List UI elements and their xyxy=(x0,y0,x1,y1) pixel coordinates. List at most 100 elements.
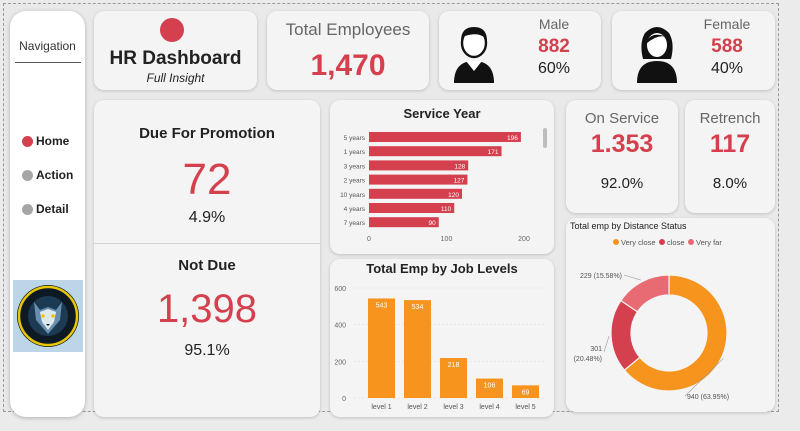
service-year-chart: Service Year 5 years 196 1 years 171 3 years 1… xyxy=(340,106,547,243)
retrench-card: Retrench 117 8.0% xyxy=(685,100,775,213)
legend-swatch xyxy=(659,239,665,245)
service-year-title: Service Year xyxy=(403,106,480,121)
service-year-tick-label: 3 years xyxy=(344,163,366,170)
job-levels-bar xyxy=(440,358,467,398)
service-year-axis-tick: 0 xyxy=(367,236,371,243)
service-year-tick-label: 5 years xyxy=(344,135,366,142)
job-levels-chart: Total Emp by Job Levels 0 200 400 600 543 leve… xyxy=(334,261,544,411)
legend-entry: close xyxy=(667,238,685,247)
job-levels-axis-tick: 600 xyxy=(334,286,346,293)
retrench-value: 117 xyxy=(709,130,751,158)
legend-entry: Very far xyxy=(696,238,722,247)
donut-slice xyxy=(620,274,670,313)
due-for-promotion-percent: 4.9% xyxy=(188,209,226,226)
job-levels-bar xyxy=(404,300,431,398)
job-levels-bar xyxy=(476,378,503,398)
legend-swatch xyxy=(613,239,619,245)
nav-item-action[interactable]: Action xyxy=(22,167,73,183)
not-due-label: Not Due xyxy=(178,257,236,274)
status-dot-icon xyxy=(160,18,184,42)
donut-data-label: (20.48%) xyxy=(574,356,602,363)
on-service-label: On Service xyxy=(584,110,660,127)
male-count: 882 xyxy=(538,36,570,57)
on-service-card: On Service 1.353 92.0% xyxy=(566,100,678,213)
service-year-scrollbar[interactable] xyxy=(543,128,547,148)
nav-item-detail[interactable]: Detail xyxy=(22,201,69,217)
service-year-card: Service Year 5 years 196 1 years 171 3 years 1… xyxy=(330,100,554,254)
donut-leader-line xyxy=(623,274,641,281)
job-levels-tick-label: level 4 xyxy=(479,404,499,411)
female-count: 588 xyxy=(711,36,743,57)
home-dot-icon xyxy=(22,135,33,147)
total-employees-card: Total Employees 1,470 xyxy=(267,11,429,90)
job-levels-bar xyxy=(368,298,395,398)
service-year-data-label: 128 xyxy=(454,163,465,170)
female-card: Female 588 40% xyxy=(612,11,775,90)
service-year-data-label: 120 xyxy=(448,192,459,199)
job-levels-tick-label: level 1 xyxy=(371,404,391,411)
service-year-bar xyxy=(369,174,468,185)
service-year-tick-label: 4 years xyxy=(344,206,366,213)
service-year-data-label: 90 xyxy=(429,220,437,227)
page-title: HR Dashboard xyxy=(109,48,242,69)
navigation-title: Navigation xyxy=(19,39,76,53)
service-year-tick-label: 10 years xyxy=(340,192,366,199)
service-year-tick-label: 7 years xyxy=(344,220,366,227)
distance-status-card: Total emp by Distance Status Very close cl… xyxy=(566,218,775,412)
not-due-percent: 95.1% xyxy=(184,342,230,359)
service-year-data-label: 196 xyxy=(507,135,518,142)
retrench-percent: 8.0% xyxy=(712,175,748,192)
distance-status-chart: Total emp by Distance Status Very close cl… xyxy=(570,221,729,401)
donut-leader-line xyxy=(684,358,724,397)
service-year-bar xyxy=(369,160,469,171)
job-levels-bar xyxy=(512,385,539,398)
promotion-card: Due For Promotion 72 4.9% Not Due 1,398 … xyxy=(94,100,320,417)
service-year-data-label: 110 xyxy=(441,206,452,213)
wolf-logo-icon xyxy=(17,285,79,347)
donut-data-label: 301 xyxy=(590,346,602,353)
retrench-label: Retrench xyxy=(699,110,761,127)
job-levels-tick-label: level 2 xyxy=(407,404,427,411)
service-year-bar xyxy=(369,217,439,228)
brand-logo xyxy=(13,280,83,352)
job-levels-axis-tick: 200 xyxy=(334,359,346,366)
service-year-axis-tick: 200 xyxy=(518,236,530,243)
job-levels-card: Total Emp by Job Levels 0 200 400 600 543 leve… xyxy=(330,259,554,417)
job-levels-tick-label: level 3 xyxy=(443,404,463,411)
service-year-data-label: 127 xyxy=(454,178,465,185)
male-percent: 60% xyxy=(537,60,571,77)
action-dot-icon xyxy=(22,169,33,181)
service-year-bar xyxy=(369,188,462,199)
female-percent: 40% xyxy=(710,60,744,77)
promotion-divider xyxy=(94,243,320,244)
navigation-divider xyxy=(15,62,81,63)
job-levels-data-label: 543 xyxy=(376,302,388,309)
due-for-promotion-value: 72 xyxy=(182,155,232,204)
total-employees-value: 1,470 xyxy=(310,49,386,82)
detail-dot-icon xyxy=(22,203,33,215)
nav-item-home[interactable]: Home xyxy=(22,133,69,149)
male-card: Male 882 60% xyxy=(439,11,601,90)
donut-data-label: 229 (15.58%) xyxy=(580,273,622,280)
not-due-value: 1,398 xyxy=(156,287,258,331)
nav-item-action-label: Action xyxy=(36,168,74,182)
total-employees-label: Total Employees xyxy=(285,20,411,39)
job-levels-title: Total Emp by Job Levels xyxy=(366,261,517,276)
job-levels-data-label: 69 xyxy=(522,389,530,396)
service-year-tick-label: 1 years xyxy=(344,149,366,156)
nav-item-home-label: Home xyxy=(36,134,70,148)
job-levels-axis-tick: 0 xyxy=(342,396,346,403)
legend-entry: Very close xyxy=(621,238,656,247)
nav-item-detail-label: Detail xyxy=(36,202,69,216)
donut-data-label: 940 (63.95%) xyxy=(687,394,729,401)
job-levels-tick-label: level 5 xyxy=(515,404,535,411)
on-service-percent: 92.0% xyxy=(600,175,644,192)
job-levels-data-label: 534 xyxy=(412,304,424,311)
distance-status-title: Total emp by Distance Status xyxy=(570,221,687,231)
legend-swatch xyxy=(688,239,694,245)
due-for-promotion-label: Due For Promotion xyxy=(139,125,275,142)
job-levels-axis-tick: 400 xyxy=(334,323,346,330)
service-year-bar xyxy=(369,146,502,157)
male-label: Male xyxy=(538,16,570,32)
page-subtitle: Full Insight xyxy=(146,71,205,85)
